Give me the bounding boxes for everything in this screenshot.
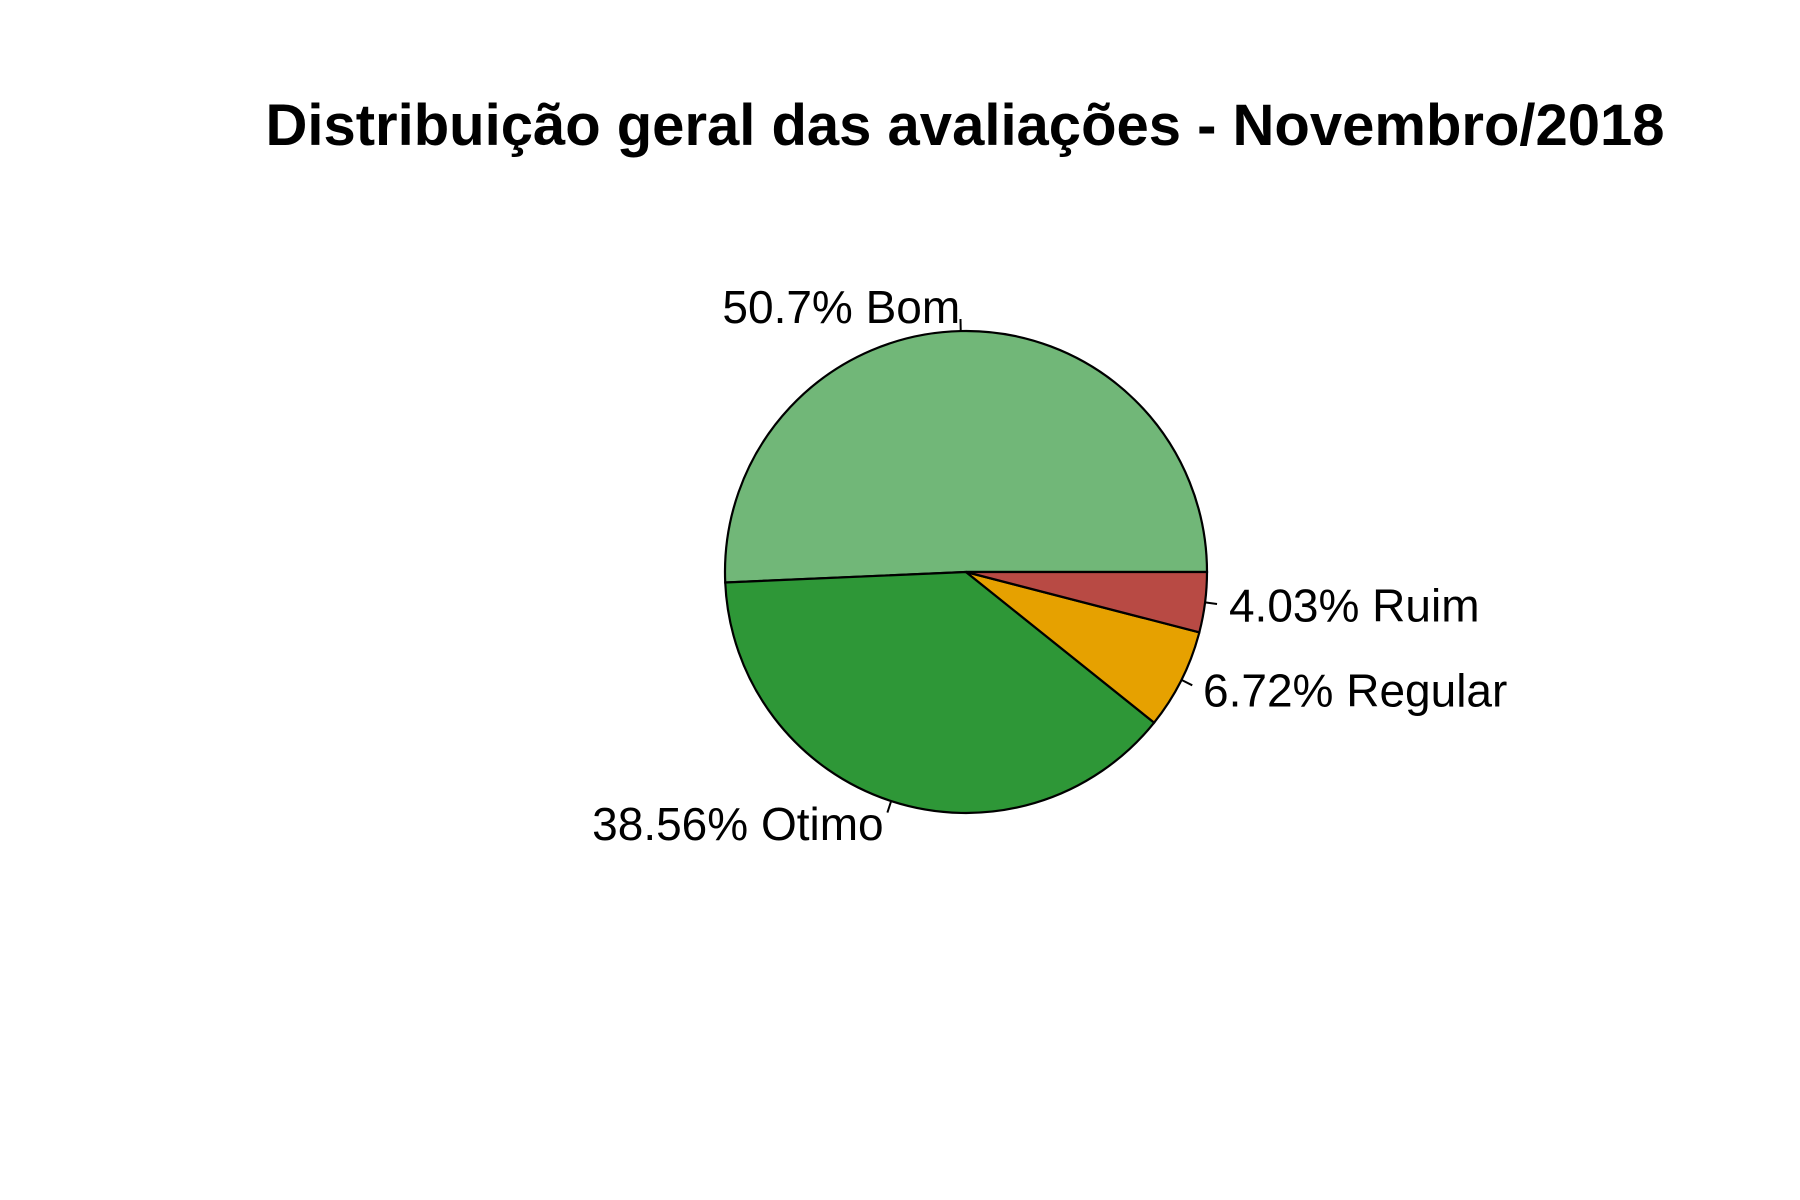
pie-leader-lines bbox=[886, 318, 1218, 813]
leader-line-regular bbox=[1181, 679, 1193, 687]
chart-title: Distribuição geral das avaliações - Nove… bbox=[265, 93, 1664, 158]
pie-slice-ruim bbox=[965, 570, 1209, 634]
leader-line-otimo bbox=[886, 800, 893, 813]
pie-slices bbox=[723, 329, 1209, 815]
pie-labels: 50.7% Bom 38.56% Otimo 6.72% Regular 4.03% … bbox=[592, 281, 1507, 850]
pie-label-otimo: 38.56% Otimo bbox=[592, 798, 883, 850]
pie-label-regular: 6.72% Regular bbox=[1203, 665, 1507, 717]
pie-label-bom: 50.7% Bom bbox=[722, 281, 960, 333]
pie-label-ruim: 4.03% Ruim bbox=[1229, 579, 1480, 631]
pie-slice-otimo bbox=[724, 570, 1156, 815]
leader-line-ruim bbox=[1204, 601, 1218, 605]
pie-slice-bom bbox=[723, 329, 1209, 584]
